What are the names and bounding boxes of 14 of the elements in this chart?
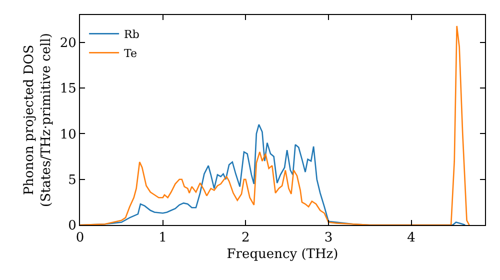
y-tick-label: 5	[68, 172, 76, 188]
y-axis-title: Phonon projected DOS (States/THz·primitive cell)	[22, 32, 54, 208]
legend-label: Te	[124, 46, 138, 60]
x-tick-label: 2	[242, 230, 250, 246]
y-tick-label: 10	[60, 127, 76, 142]
y-tick-label: 15	[60, 82, 76, 97]
y-tick-label: 20	[60, 36, 76, 51]
legend-label: Rb	[124, 28, 140, 41]
x-tick-label: 3	[324, 230, 333, 246]
line-series	[80, 25, 470, 225]
x-axis-title: Frequency (THz)	[226, 247, 338, 262]
x-tick-label: 1	[158, 230, 167, 246]
x-tick-label: 4	[407, 230, 416, 246]
y-tick-label: 0	[68, 218, 76, 234]
